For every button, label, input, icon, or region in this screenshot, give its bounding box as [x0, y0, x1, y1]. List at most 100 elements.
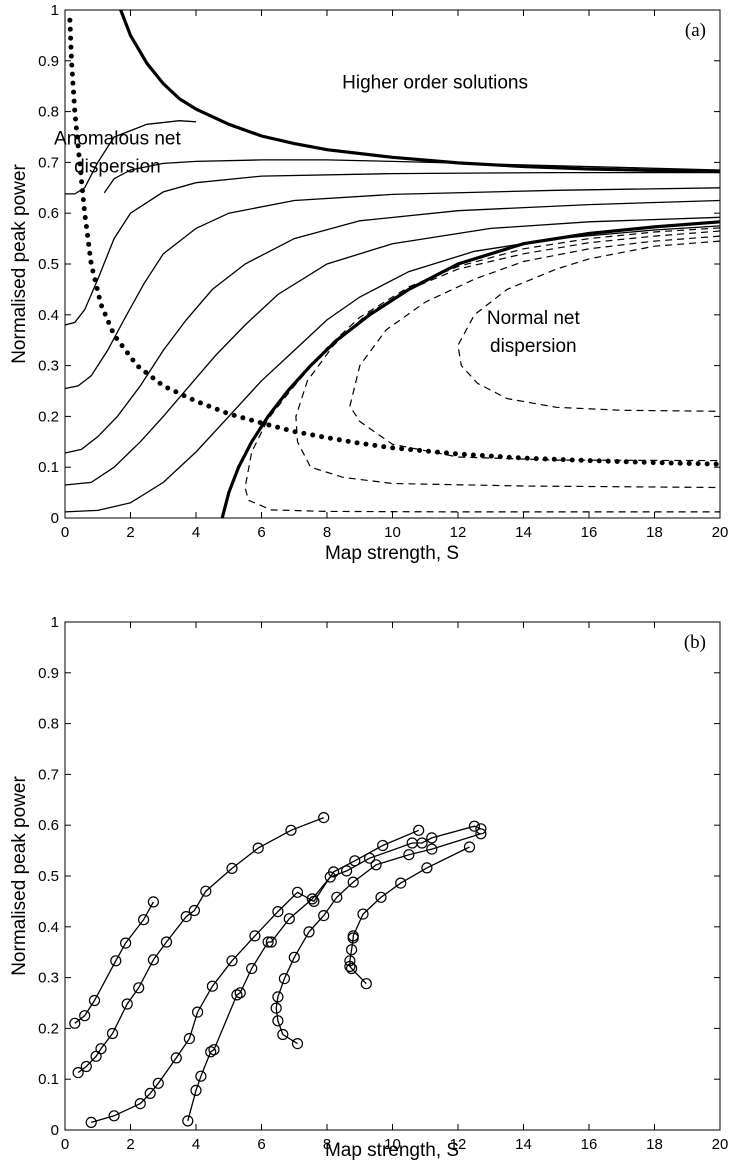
- panel-b-series-1-point: [285, 824, 297, 836]
- panel-a-x-tick-label: 20: [712, 524, 729, 541]
- panel-b-x-tick-label: 12: [450, 1136, 467, 1153]
- panel-b-series-5-point: [375, 891, 387, 903]
- panel-b-x-tick-label: 4: [192, 1136, 200, 1153]
- panel-b-series-4-thin-line: [275, 833, 482, 1045]
- panel-a-y-tick-label: 1: [51, 2, 59, 19]
- panel-b-series-3-point: [262, 936, 274, 948]
- panel-a-x-tick-label: 6: [257, 524, 265, 541]
- panel-b-series-group: [69, 811, 487, 1129]
- panel-a-series-11-dashed-line: [295, 230, 721, 489]
- panel-b-series-3-point: [190, 1084, 202, 1097]
- panel-b-series-5-point: [395, 877, 407, 889]
- panel-b-series-5-point: [346, 944, 358, 956]
- panel-b-series-1-point: [160, 936, 173, 948]
- panel-a-y-ticks: 0 0.1 0.2 0.3 0.4 0.5 0.6 0.7 0.8 0.9 1: [38, 2, 720, 527]
- panel-b-series-2-point: [152, 1077, 164, 1089]
- panel-b-series-3-point: [195, 1070, 207, 1082]
- panel-b-series-3-point: [364, 852, 376, 864]
- panel-a-series-1-bold-line: [220, 220, 721, 519]
- panel-a-y-tick-label: 0.2: [38, 408, 59, 425]
- panel-b-y-ticks: 0 0.1 0.2 0.3 0.4 0.5 0.6 0.7 0.8 0.9 1: [38, 614, 720, 1139]
- panel-b-x-tick-label: 18: [646, 1136, 663, 1153]
- panel-b-series-5-point: [357, 908, 369, 920]
- panel-a-series-12-dashed-line: [349, 235, 721, 462]
- panel-b-y-tick-label: 0.2: [38, 1020, 59, 1037]
- panel-a-series-10-dashed-line: [244, 227, 721, 513]
- panel-b-series-1-point: [147, 954, 159, 966]
- panel-b-series-1-point: [318, 811, 330, 824]
- panel-b-y-tick-label: 0.1: [38, 1071, 59, 1088]
- panel-b-x-ticks: 0 2 4 6 8 10 12 14 16 18 20: [61, 622, 729, 1153]
- panel-a-x-tick-label: 16: [581, 524, 598, 541]
- panel-b-series-2-point: [272, 905, 284, 918]
- panel-a-x-tick-label: 18: [646, 524, 663, 541]
- panel-b-series-4-point: [426, 843, 438, 855]
- panel-a-x-tick-label: 4: [192, 524, 200, 541]
- panel-b-y-tick-label: 0.3: [38, 970, 59, 987]
- panel-b-y-tick-label: 0.8: [38, 716, 59, 733]
- panel-b-series-3-thin-line: [187, 825, 482, 1122]
- panel-b-series-1-point: [180, 910, 192, 923]
- panel-b-y-tick-label: 0: [51, 1122, 59, 1139]
- panel-b-series-4-point: [272, 1015, 284, 1027]
- panel-b-series-4-point: [331, 891, 343, 903]
- panel-a-x-tick-label: 12: [450, 524, 467, 541]
- panel-b-series-2-point: [206, 980, 218, 992]
- panel-b-series-3-point: [231, 989, 243, 1001]
- panel-b-series-0-thin-line: [74, 901, 154, 1024]
- panel-b-series-4-point: [288, 951, 300, 963]
- panel-b-series-2-point: [108, 1110, 120, 1122]
- panel-a-y-tick-label: 0: [51, 510, 59, 527]
- panel-b-series-3-point: [283, 913, 295, 925]
- panel-b-series-2-point: [226, 955, 238, 967]
- panel-b-series-3-point: [324, 871, 336, 883]
- panel-b-series-2-point: [291, 886, 304, 898]
- panel-b-series-2-point: [170, 1052, 182, 1064]
- panel-b-series-1-point: [226, 862, 238, 875]
- panel-b-series-3-point: [468, 820, 480, 832]
- panel-b-x-tick-label: 20: [712, 1136, 729, 1153]
- panel-b-series-0-point: [69, 1017, 81, 1029]
- panel-b-series-3-point: [416, 837, 428, 849]
- panel-b-series-4-point: [291, 1037, 304, 1050]
- panel-b-series-4-point: [272, 991, 284, 1003]
- panel-b-y-tick-label: 0.5: [38, 868, 59, 885]
- panel-a-annotation: Anomalous net: [54, 129, 181, 150]
- panel-b-series-4-point: [347, 876, 359, 888]
- panel-b-series-2-point: [144, 1087, 156, 1100]
- panel-a-series-5-thin-line: [64, 171, 720, 326]
- panel-a-x-tick-label: 10: [384, 524, 401, 541]
- panel-b-series-0-point: [110, 955, 122, 967]
- panel-b-y-tick-label: 0.7: [38, 766, 59, 783]
- panel-a-y-tick-label: 0.7: [38, 154, 59, 171]
- panel-b-series-3-point: [341, 865, 353, 877]
- panel-b-series-5-point: [463, 841, 476, 853]
- panel-a-y-tick-label: 0.1: [38, 459, 59, 476]
- panel-b-series-2-thin-line: [91, 829, 419, 1124]
- panel-b-x-tick-label: 2: [126, 1136, 134, 1153]
- panel-b-series-2-point: [413, 824, 425, 836]
- panel-b-series-3-point: [306, 893, 318, 905]
- panel-b-x-tick-label: 16: [581, 1136, 598, 1153]
- panel-a-label: (a): [685, 20, 706, 41]
- panel-a-chart: 0 2 4 6 8 10 12 14 16 18 20 0 0.1 0.2 0.3 0.4 0.5 0.6 0.7…: [9, 2, 728, 564]
- panel-a-series-13-dashed-line: [457, 240, 721, 412]
- panel-b-y-tick-label: 0.4: [38, 919, 59, 936]
- panel-b-series-5-point: [347, 930, 359, 942]
- panel-b-series-4-point: [270, 1002, 282, 1014]
- panel-b-series-0-point: [79, 1010, 91, 1022]
- panel-a-series-6-thin-line: [64, 187, 721, 390]
- panel-b-x-tick-label: 8: [323, 1136, 331, 1153]
- panel-a-x-tick-label: 0: [61, 524, 69, 541]
- panel-a-x-tick-label: 8: [323, 524, 331, 541]
- panel-a-y-tick-label: 0.4: [38, 307, 59, 324]
- panel-a-series-4-thin-line: [103, 159, 721, 194]
- panel-b-series-5-point: [344, 955, 356, 967]
- panel-b-series-5-point: [360, 978, 372, 990]
- panel-b-chart: 0 2 4 6 8 10 12 14 16 18 20 0 0.1 0.2 0.3 0.4 0.5 0.6 0.7…: [9, 614, 728, 1161]
- panel-b-series-1-point: [188, 904, 200, 917]
- panel-b-series-1-point: [252, 842, 264, 854]
- panel-b-label: (b): [684, 632, 706, 653]
- panel-a-y-axis-label: Normalised peak power: [9, 164, 30, 364]
